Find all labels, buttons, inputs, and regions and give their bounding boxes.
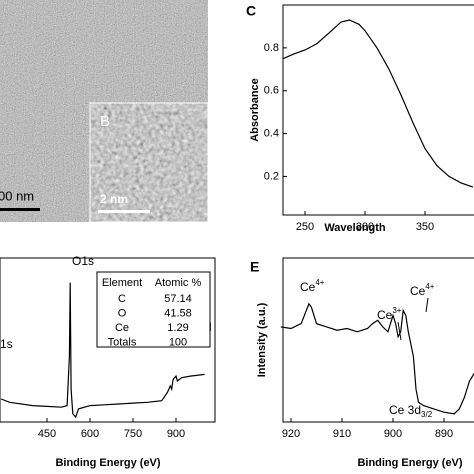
table-header: Element [102,277,142,289]
x-tick-label: 910 [333,428,351,440]
table-cell: Totals [108,336,137,348]
x-tick-label: 900 [167,428,185,440]
table-cell: O [118,307,127,319]
peak-label: 1s [0,337,13,351]
peak-label-sup: 3+ [392,306,401,315]
data-line [283,19,474,188]
table-cell: Ce [115,322,129,334]
scale-bar [98,210,150,213]
plot-frame [282,257,474,423]
x-tick-label: 920 [282,428,300,440]
table-cell: 100 [169,336,187,348]
panel-label: C [246,3,256,19]
panel-label: B [100,113,110,130]
table-cell: 57.14 [164,293,192,305]
peak-label-text: Ce 3d [389,403,421,417]
x-tick-label: 300 [356,221,374,233]
peak-label-text: Ce [410,284,426,298]
arrow [397,321,402,341]
y-tick-label: 0.4 [264,127,279,139]
peak-label-text: Ce [300,280,316,294]
peak-label: O1s [72,254,94,268]
panel-label: E [250,259,259,275]
x-tick-label: 350 [416,221,434,233]
x-axis-label: Binding Energy (eV) [55,457,160,469]
y-tick-label: 0.6 [264,85,279,97]
x-tick-label: 890 [435,428,453,440]
y-axis-label: Absorbance [249,78,261,142]
table-box [96,271,211,348]
plot-frame [0,257,216,423]
x-tick-label: 900 [384,428,402,440]
x-tick-label: 450 [38,428,56,440]
peak-label: Ce 3d3/2 [389,403,433,419]
table-header: Atomic % [155,277,202,289]
y-tick-label: 0.8 [264,42,279,54]
peak-label-text: Ce [377,308,393,322]
hrtem-inset [90,103,208,222]
plot-frame [282,4,474,216]
peak-label-sup: 4+ [315,278,324,287]
peak-label-sub: 3/2 [421,410,433,419]
table-cell: 41.58 [164,307,192,319]
peak-label: Ce4+ [410,282,435,298]
x-tick-label: 250 [296,221,314,233]
peak-label: Ce4+ [300,278,325,294]
table-cell: 1.29 [167,322,188,334]
y-axis-label: Intensity (a.u.) [256,302,268,377]
peak-label-sup: 4+ [425,282,434,291]
peak-label: Ce3+ [377,306,402,322]
table-cell: C [118,293,126,305]
inset-border [89,102,209,223]
scale-bar [0,208,40,211]
x-tick-label: 600 [81,428,99,440]
arrow [425,297,429,313]
data-line [0,282,205,419]
x-tick-label: 750 [124,428,142,440]
x-axis-label: Binding Energy (eV) [357,457,462,469]
x-axis-label: Wavelength [324,222,386,234]
scale-label: 2 nm [100,192,128,206]
data-line [280,302,474,415]
scale-label: 00 nm [0,188,34,203]
y-tick-label: 0.2 [264,170,279,182]
